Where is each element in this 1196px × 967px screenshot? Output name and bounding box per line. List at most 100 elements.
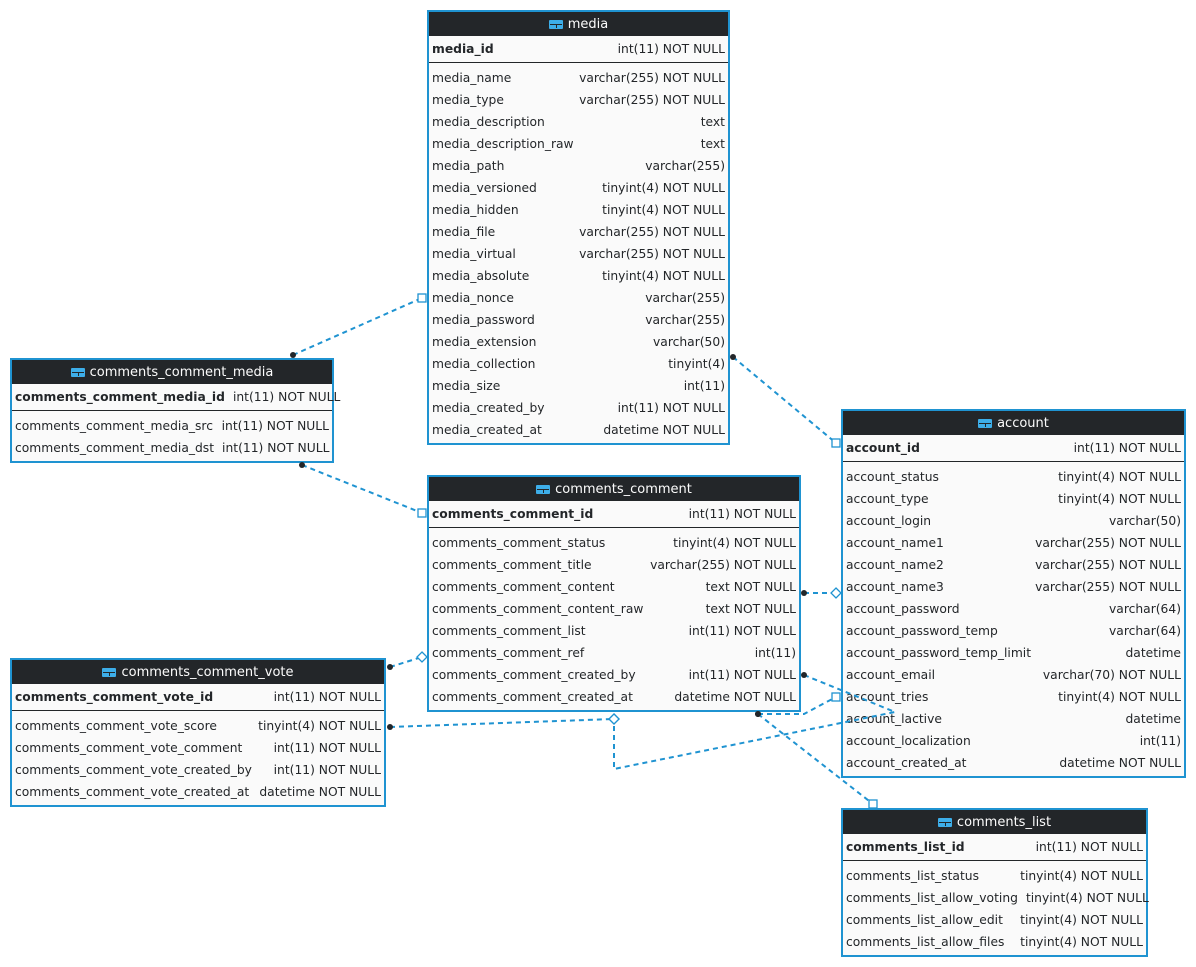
column-name: media_password — [432, 313, 535, 327]
relationship-line[interactable] — [389, 656, 423, 668]
table-name: comments_comment_media — [89, 364, 274, 380]
column-row: media_created_by int(11) NOT NULL — [429, 397, 728, 419]
column-name: comments_comment_media_dst — [15, 441, 215, 455]
column-row: media_type varchar(255) NOT NULL — [429, 89, 728, 111]
table-name: media — [567, 16, 609, 32]
column-row: comments_list_allow_voting tinyint(4) NOT… — [843, 887, 1149, 909]
column-row: account_email varchar(70) NOT NULL — [843, 664, 1184, 686]
column-name: account_lactive — [846, 712, 942, 726]
column-name: comments_comment_content_raw — [432, 602, 644, 616]
column-name: comments_comment_id — [432, 507, 594, 521]
relationship-line[interactable] — [292, 297, 423, 356]
column-name: comments_comment_content — [432, 580, 615, 594]
column-name: account_created_at — [846, 756, 967, 770]
table-ccv[interactable]: comments_comment_vote comments_comment_vo… — [10, 658, 386, 807]
table-header[interactable]: media — [429, 12, 728, 36]
column-name: comments_comment_ref — [432, 646, 585, 660]
column-row: account_name1 varchar(255) NOT NULL — [843, 532, 1184, 554]
column-type: datetime — [1125, 712, 1181, 726]
column-type: varchar(255) NOT NULL — [579, 225, 725, 239]
column-type: tinyint(4) NOT NULL — [258, 719, 381, 733]
column-name: account_type — [846, 492, 929, 506]
column-type: int(11) NOT NULL — [232, 390, 341, 404]
square-end-icon — [417, 293, 427, 303]
column-row: comments_comment_title varchar(255) NOT N… — [429, 554, 799, 576]
column-name: media_description_raw — [432, 137, 574, 151]
column-name: account_tries — [846, 690, 929, 704]
column-row: comments_comment_media_dst int(11) NOT NU… — [12, 437, 332, 459]
table-header[interactable]: account — [843, 411, 1184, 435]
column-name: comments_list_allow_files — [846, 935, 1005, 949]
column-row: account_password_temp_limit datetime — [843, 642, 1184, 664]
table-header[interactable]: comments_list — [843, 810, 1146, 834]
column-type: tinyint(4) — [668, 357, 725, 371]
primary-key-row: comments_comment_vote_id int(11) NOT NULL — [12, 684, 384, 711]
column-name: comments_comment_created_by — [432, 668, 636, 682]
table-media[interactable]: media media_id int(11) NOT NULL media_name v… — [427, 10, 730, 445]
column-type: tinyint(4) NOT NULL — [1058, 492, 1181, 506]
column-type: varchar(64) — [1109, 624, 1181, 638]
column-type: int(11) NOT NULL — [273, 763, 381, 777]
column-type: int(11) NOT NULL — [1073, 441, 1181, 455]
column-row: media_created_at datetime NOT NULL — [429, 419, 728, 441]
column-name: media_description — [432, 115, 545, 129]
column-name: media_size — [432, 379, 501, 393]
fk-dot-icon — [801, 672, 807, 678]
column-name: account_status — [846, 470, 939, 484]
column-name: media_absolute — [432, 269, 530, 283]
column-row: comments_comment_content text NOT NULL — [429, 576, 799, 598]
table-header[interactable]: comments_comment_vote — [12, 660, 384, 684]
relationship-line[interactable] — [301, 464, 423, 514]
relationship-line[interactable] — [389, 718, 615, 728]
fk-dot-icon — [387, 724, 393, 730]
column-name: comments_list_id — [846, 840, 965, 854]
column-name: media_extension — [432, 335, 537, 349]
column-type: text — [700, 137, 725, 151]
column-name: media_collection — [432, 357, 536, 371]
table-cc[interactable]: comments_comment comments_comment_id int(1… — [427, 475, 801, 712]
column-type: int(11) NOT NULL — [617, 42, 725, 56]
column-row: comments_comment_ref int(11) — [429, 642, 799, 664]
column-name: media_file — [432, 225, 496, 239]
column-type: varchar(50) — [653, 335, 725, 349]
column-row: media_password varchar(255) — [429, 309, 728, 331]
column-type: int(11) NOT NULL — [688, 668, 796, 682]
column-row: account_name2 varchar(255) NOT NULL — [843, 554, 1184, 576]
column-type: varchar(50) — [1109, 514, 1181, 528]
fk-dot-icon — [387, 664, 393, 670]
column-type: text — [700, 115, 725, 129]
table-icon — [978, 418, 993, 428]
column-name: account_password_temp — [846, 624, 998, 638]
column-row: account_password_temp varchar(64) — [843, 620, 1184, 642]
column-row: comments_list_allow_files tinyint(4) NOT … — [843, 931, 1146, 953]
column-type: varchar(255) NOT NULL — [579, 71, 725, 85]
column-type: int(11) — [754, 646, 796, 660]
primary-key-row: account_id int(11) NOT NULL — [843, 435, 1184, 462]
column-row: comments_comment_list int(11) NOT NULL — [429, 620, 799, 642]
column-name: media_created_by — [432, 401, 545, 415]
table-account[interactable]: account account_id int(11) NOT NULL account… — [841, 409, 1186, 778]
column-row: comments_comment_content_raw text NOT NUL… — [429, 598, 799, 620]
table-header[interactable]: comments_comment_media — [12, 360, 332, 384]
column-name: comments_comment_media_src — [15, 419, 213, 433]
square-end-icon — [831, 692, 841, 702]
column-name: comments_comment_list — [432, 624, 586, 638]
column-row: media_extension varchar(50) — [429, 331, 728, 353]
column-name: account_email — [846, 668, 936, 682]
table-ccm[interactable]: comments_comment_media comments_comment_m… — [10, 358, 340, 463]
table-clist[interactable]: comments_list comments_list_id int(11) NOT… — [841, 808, 1149, 957]
table-header[interactable]: comments_comment — [429, 477, 799, 501]
column-name: comments_comment_vote_id — [15, 690, 214, 704]
relationship-line[interactable] — [732, 356, 837, 444]
column-row: comments_comment_vote_created_by int(11) … — [12, 759, 384, 781]
fk-dot-icon — [801, 590, 807, 596]
column-type: int(11) — [683, 379, 725, 393]
column-row: comments_list_status tinyint(4) NOT NULL — [843, 865, 1146, 887]
column-row: media_absolute tinyint(4) NOT NULL — [429, 265, 728, 287]
column-row: media_file varchar(255) NOT NULL — [429, 221, 728, 243]
column-type: tinyint(4) NOT NULL — [1020, 935, 1143, 949]
column-type: varchar(70) NOT NULL — [1042, 668, 1181, 682]
fk-dot-icon — [730, 354, 736, 360]
column-row: media_virtual varchar(255) NOT NULL — [429, 243, 728, 265]
column-row: comments_comment_vote_comment int(11) NOT… — [12, 737, 384, 759]
